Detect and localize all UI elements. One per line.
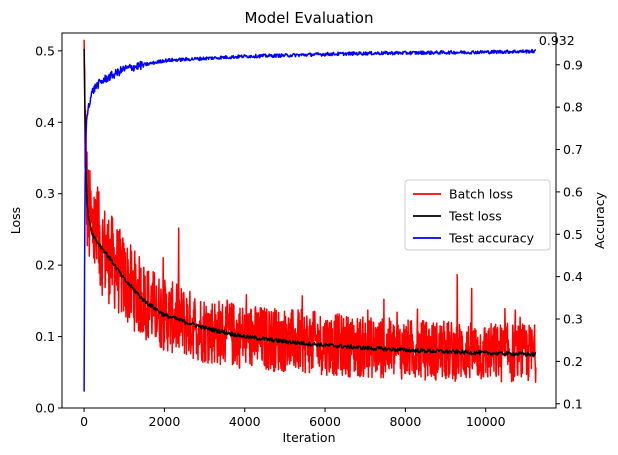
chart-title: Model Evaluation	[245, 9, 374, 27]
final-accuracy-annotation: 0.932	[539, 33, 575, 48]
legend-box	[404, 179, 551, 251]
legend: Batch loss Test loss Test accuracy	[404, 179, 551, 251]
y-right-tick-label: 0.8	[563, 100, 583, 115]
series-line-test-loss	[83, 48, 537, 357]
series-line-batch-loss	[83, 39, 537, 383]
plot-frame	[61, 32, 557, 409]
x-axis-title: Iteration	[282, 430, 335, 445]
x-axis: 0 2000 4000 6000 8000 10000	[80, 408, 506, 429]
y-left-tick-label: 0.5	[35, 43, 55, 58]
series-line-test-accuracy	[83, 48, 537, 392]
y-axis-left-title: Loss	[8, 207, 23, 234]
y-left-tick-label: 0.4	[35, 115, 55, 130]
legend-label: Test accuracy	[448, 231, 535, 246]
x-tick-label: 8000	[389, 414, 421, 429]
y-right-tick-label: 0.6	[563, 184, 583, 199]
y-right-tick-label: 0.2	[563, 354, 583, 369]
y-right-tick-label: 0.7	[563, 142, 583, 157]
y-right-tick-label: 0.9	[563, 57, 583, 72]
y-left-tick-label: 0.1	[35, 329, 55, 344]
x-tick-label: 10000	[466, 414, 506, 429]
x-tick-label: 0	[80, 414, 88, 429]
y-left-tick-label: 0.2	[35, 258, 55, 273]
y-left-tick-label: 0.3	[35, 186, 55, 201]
y-axis-right-title: Accuracy	[592, 191, 607, 249]
y-left-tick-label: 0.0	[35, 401, 55, 416]
x-tick-label: 6000	[309, 414, 341, 429]
series-layer	[83, 39, 537, 392]
x-tick-label: 2000	[149, 414, 181, 429]
legend-label: Test loss	[448, 209, 502, 224]
y-right-tick-label: 0.3	[563, 312, 583, 327]
y-right-tick-label: 0.4	[563, 269, 583, 284]
y-axis-right: 0.1 0.2 0.3 0.4 0.5 0.6 0.7 0.8 0.9	[556, 57, 583, 411]
y-right-tick-label: 0.1	[563, 396, 583, 411]
y-axis-left: 0.0 0.1 0.2 0.3 0.4 0.5	[35, 43, 62, 416]
legend-label: Batch loss	[449, 187, 513, 202]
x-tick-label: 4000	[229, 414, 261, 429]
y-right-tick-label: 0.5	[563, 227, 583, 242]
